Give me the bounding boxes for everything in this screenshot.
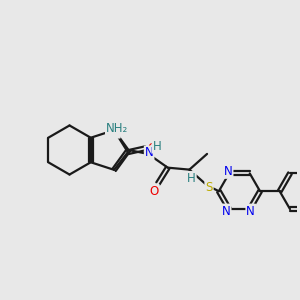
Text: S: S — [112, 124, 120, 138]
Text: S: S — [205, 181, 213, 194]
Text: O: O — [149, 185, 159, 198]
Text: N: N — [222, 205, 231, 218]
Text: H: H — [153, 140, 161, 153]
Text: N: N — [246, 205, 255, 218]
Text: H: H — [187, 172, 196, 185]
Text: N: N — [224, 165, 233, 178]
Text: O: O — [148, 142, 157, 155]
Text: N: N — [145, 146, 154, 159]
Text: NH₂: NH₂ — [106, 122, 128, 135]
